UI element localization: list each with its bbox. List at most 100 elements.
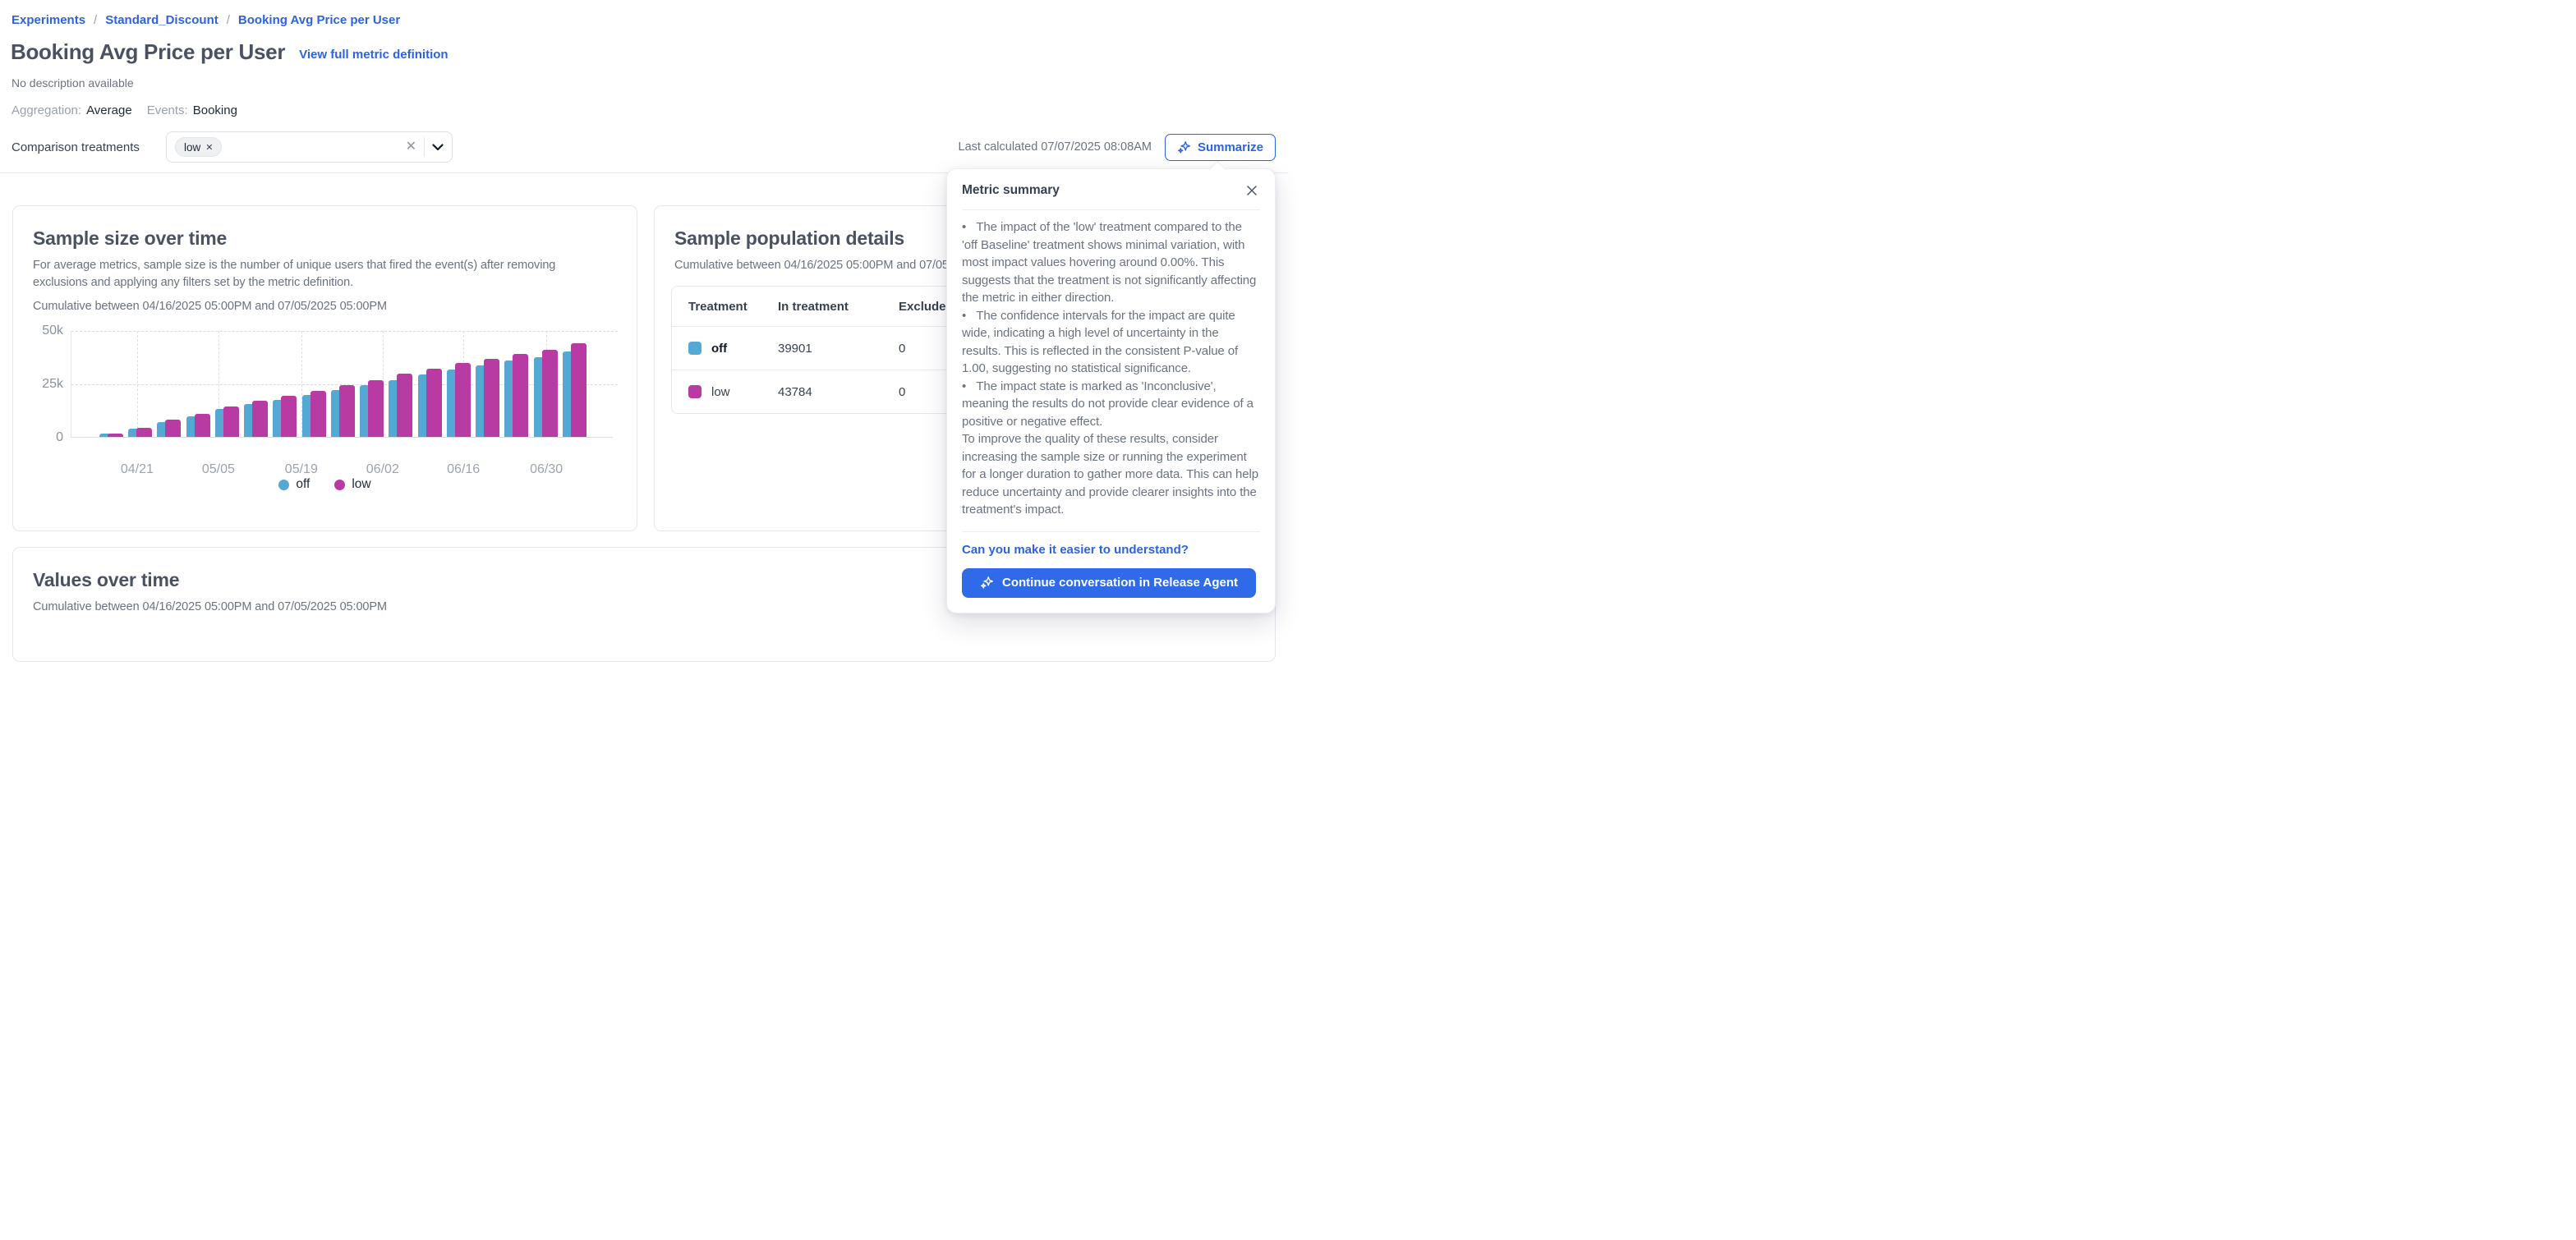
breadcrumb-experiments[interactable]: Experiments <box>12 13 86 27</box>
chip-remove-icon[interactable]: ✕ <box>205 142 214 153</box>
clear-selection-icon[interactable]: ✕ <box>405 140 416 154</box>
sample-size-title: Sample size over time <box>33 227 228 249</box>
continue-button-label: Continue conversation in Release Agent <box>1002 576 1238 590</box>
sample-size-description: For average metrics, sample size is the … <box>33 259 556 289</box>
bar-low-7 <box>310 391 326 437</box>
treatment-name-off: off <box>711 341 728 356</box>
continue-conversation-button[interactable]: Continue conversation in Release Agent <box>962 567 1256 598</box>
popover-divider <box>962 209 1260 210</box>
v-gridline <box>136 331 138 437</box>
legend-label-off: off <box>296 477 310 491</box>
breadcrumb-separator: / <box>226 13 230 27</box>
x-tick-label: 05/05 <box>201 462 235 476</box>
values-title: Values over time <box>33 569 180 590</box>
bar-low-1 <box>136 427 153 437</box>
breadcrumb-experiment-name[interactable]: Standard_Discount <box>105 13 218 27</box>
close-icon[interactable] <box>1244 182 1260 199</box>
breadcrumb: Experiments / Standard_Discount / Bookin… <box>12 13 400 27</box>
events-label: Events: <box>146 103 188 117</box>
bar-low-16 <box>570 343 586 437</box>
excluded-low: 0 <box>899 384 906 399</box>
sparkle-icon <box>1177 140 1191 154</box>
last-calculated-text: Last calculated 07/07/2025 08:08AM <box>958 140 1152 154</box>
events-value: Booking <box>192 103 237 117</box>
y-tick-label: 0 <box>56 430 63 444</box>
bar-low-0 <box>107 434 123 437</box>
summary-footnote: To improve the quality of these results,… <box>962 432 1259 517</box>
x-tick-label: 05/19 <box>284 462 318 476</box>
easier-to-understand-link[interactable]: Can you make it easier to understand? <box>962 542 1189 557</box>
popover-title: Metric summary <box>962 183 1060 197</box>
bar-low-14 <box>513 354 529 437</box>
summarize-button[interactable]: Summarize <box>1164 133 1276 161</box>
legend-label-low: low <box>352 477 371 491</box>
v-gridline <box>301 331 302 437</box>
treatment-chip-low[interactable]: low ✕ <box>175 137 223 157</box>
aggregation-value: Average <box>86 103 132 117</box>
bar-low-11 <box>426 368 442 437</box>
breadcrumb-separator: / <box>94 13 98 27</box>
swatch-off <box>688 342 702 355</box>
metric-description: No description available <box>12 76 134 90</box>
col-excluded: Excluded <box>899 299 954 314</box>
excluded-off: 0 <box>899 341 906 356</box>
view-metric-definition-link[interactable]: View full metric definition <box>299 47 448 62</box>
in-treatment-low: 43784 <box>778 384 812 399</box>
summary-bullet-3: The impact state is marked as 'Inconclus… <box>962 378 1260 431</box>
title-row: Booking Avg Price per User View full met… <box>11 39 448 65</box>
bar-low-6 <box>281 396 297 437</box>
x-tick-label: 04/21 <box>120 462 154 476</box>
gridline-50k <box>71 331 618 332</box>
y-tick-label: 50k <box>42 324 63 338</box>
swatch-low <box>688 385 702 398</box>
legend-item-off[interactable]: off <box>278 477 310 492</box>
comparison-treatments-label: Comparison treatments <box>12 140 140 154</box>
bar-low-5 <box>252 401 269 437</box>
values-cumulative: Cumulative between 04/16/2025 05:00PM an… <box>33 600 387 613</box>
bar-off-0 <box>99 434 115 437</box>
bar-low-12 <box>454 363 471 437</box>
x-tick-label: 06/16 <box>447 462 481 476</box>
gridline-25k <box>71 384 618 385</box>
in-treatment-off: 39901 <box>778 341 812 356</box>
x-tick-label: 06/30 <box>530 462 564 476</box>
v-gridline <box>218 331 219 437</box>
table-header-row: Treatment In treatment Excluded <box>672 287 1256 326</box>
y-tick-label: 25k <box>42 377 63 391</box>
bar-low-13 <box>484 358 500 437</box>
summary-bullet-1: The impact of the 'low' treatment compar… <box>962 218 1260 307</box>
sample-size-cumulative: Cumulative between 04/16/2025 05:00PM an… <box>33 300 387 314</box>
sample-size-chart: 04/21 05/05 05/19 06/02 06/16 06/30 50k 25k 0 <box>42 324 618 476</box>
col-in-treatment: In treatment <box>778 299 849 314</box>
page-title: Booking Avg Price per User <box>11 39 286 64</box>
legend-dot-off <box>278 479 290 490</box>
sparkle-icon <box>980 576 994 590</box>
treatment-chip-label: low <box>184 140 201 154</box>
comparison-treatments-select[interactable]: low ✕ ✕ <box>166 131 453 163</box>
sample-size-card: Sample size over time For average metric… <box>12 205 637 531</box>
bar-low-4 <box>223 406 239 437</box>
bar-low-9 <box>368 379 384 437</box>
popover-divider <box>962 530 1260 532</box>
legend-dot-low <box>334 479 346 490</box>
divider <box>0 172 1288 173</box>
col-treatment: Treatment <box>688 299 748 314</box>
breadcrumb-metric-name[interactable]: Booking Avg Price per User <box>237 13 401 27</box>
treatment-name-low: low <box>711 384 730 399</box>
bar-low-3 <box>194 414 210 437</box>
population-title: Sample population details <box>674 227 904 249</box>
aggregation-label: Aggregation: <box>12 103 82 117</box>
bar-off-1 <box>128 429 145 437</box>
population-cumulative: Cumulative between 04/16/2025 05:00PM an… <box>674 259 1028 272</box>
chart-legend: off low <box>13 477 637 492</box>
bar-low-15 <box>541 349 558 437</box>
select-divider <box>424 137 425 157</box>
chevron-down-icon[interactable] <box>432 143 444 151</box>
bar-low-8 <box>338 385 355 437</box>
summary-bullet-2: The confidence intervals for the impact … <box>962 307 1260 378</box>
bar-low-2 <box>165 420 182 437</box>
comparison-row: Comparison treatments low ✕ ✕ Last calcu… <box>12 130 1276 164</box>
metric-detail-page: Experiments / Standard_Discount / Bookin… <box>0 0 1288 662</box>
legend-item-low[interactable]: low <box>334 477 371 492</box>
bar-low-10 <box>397 374 413 437</box>
